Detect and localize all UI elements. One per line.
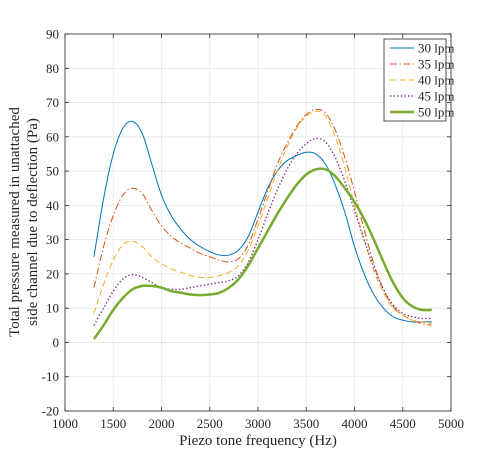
y-tick-label: 40: [46, 198, 59, 213]
x-tick-label: 4500: [390, 416, 416, 431]
x-tick-label: 2000: [149, 416, 175, 431]
x-tick-label: 2500: [197, 416, 223, 431]
y-tick-label: 20: [46, 266, 59, 281]
series-line-45-lpm: [93, 137, 432, 326]
x-tick-label: 5000: [438, 416, 464, 431]
y-axis-label-line-1: Total pressure measured in unattached: [7, 107, 23, 337]
series-line-50-lpm: [92, 167, 432, 340]
x-tick-label: 3500: [293, 416, 319, 431]
y-tick-label: 70: [46, 95, 59, 110]
legend-label-45-lpm: 45 lpm: [418, 89, 454, 104]
y-tick-label: -10: [42, 369, 59, 384]
x-tick-label: 3000: [245, 416, 271, 431]
y-tick-label: 50: [46, 164, 59, 179]
y-tick-label: 30: [46, 232, 59, 247]
series-line-35-lpm: [93, 108, 432, 326]
legend-label-30-lpm: 30 lpm: [418, 41, 454, 56]
series-layer: [92, 108, 432, 340]
y-tick-label: 90: [46, 27, 59, 42]
y-axis-ticks: -20 -10 0 10 20 30 40 50 60 70 80 90: [42, 27, 451, 419]
x-tick-label: 4000: [342, 416, 368, 431]
y-tick-label: 0: [53, 335, 60, 350]
y-axis-label-line-2: side channel due to deflection (Pa): [25, 118, 41, 326]
x-tick-label: 1000: [52, 416, 78, 431]
y-tick-label: -20: [42, 404, 59, 419]
x-axis-label: Piezo tone frequency (Hz): [179, 433, 337, 449]
legend-label-50-lpm: 50 lpm: [418, 105, 454, 120]
y-tick-label: 60: [46, 129, 59, 144]
series-line-30-lpm: [93, 120, 432, 323]
y-tick-label: 80: [46, 61, 59, 76]
x-tick-label: 1500: [100, 416, 126, 431]
y-tick-label: 10: [46, 301, 59, 316]
legend-label-35-lpm: 35 lpm: [418, 57, 454, 72]
x-axis-ticks: 1000 1500 2000 2500 3000 3500 4000 4500 5000: [52, 34, 464, 431]
series-line-40-lpm: [93, 110, 432, 325]
legend-label-40-lpm: 40 lpm: [418, 73, 454, 88]
